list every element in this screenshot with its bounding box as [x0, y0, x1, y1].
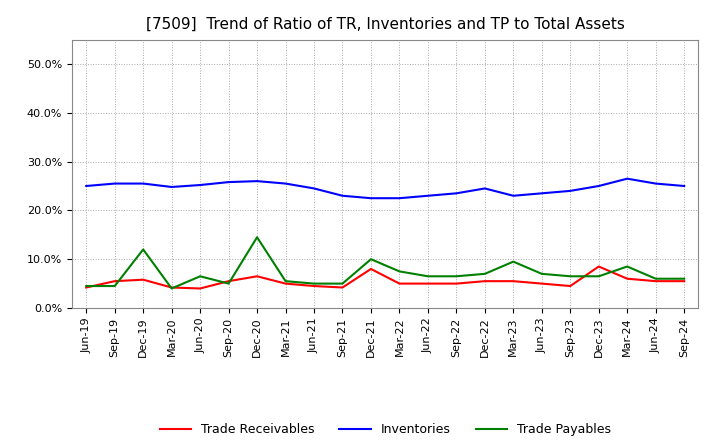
Trade Receivables	[480, 279, 489, 284]
Trade Receivables	[537, 281, 546, 286]
Trade Payables	[110, 283, 119, 289]
Line: Inventories: Inventories	[86, 179, 684, 198]
Trade Payables	[196, 274, 204, 279]
Trade Payables	[595, 274, 603, 279]
Trade Receivables	[110, 279, 119, 284]
Trade Receivables	[338, 285, 347, 290]
Trade Payables	[282, 279, 290, 284]
Trade Receivables	[282, 281, 290, 286]
Trade Payables	[509, 259, 518, 264]
Inventories	[595, 183, 603, 189]
Inventories	[395, 195, 404, 201]
Trade Receivables	[167, 285, 176, 290]
Inventories	[366, 195, 375, 201]
Trade Receivables	[395, 281, 404, 286]
Trade Receivables	[253, 274, 261, 279]
Trade Payables	[167, 286, 176, 291]
Inventories	[225, 180, 233, 185]
Inventories	[110, 181, 119, 186]
Inventories	[338, 193, 347, 198]
Trade Receivables	[509, 279, 518, 284]
Inventories	[480, 186, 489, 191]
Trade Receivables	[652, 279, 660, 284]
Trade Receivables	[196, 286, 204, 291]
Trade Payables	[566, 274, 575, 279]
Inventories	[452, 191, 461, 196]
Trade Payables	[139, 247, 148, 252]
Trade Receivables	[310, 283, 318, 289]
Trade Receivables	[423, 281, 432, 286]
Inventories	[652, 181, 660, 186]
Inventories	[139, 181, 148, 186]
Trade Payables	[310, 281, 318, 286]
Inventories	[566, 188, 575, 194]
Trade Receivables	[452, 281, 461, 286]
Trade Payables	[652, 276, 660, 281]
Trade Payables	[680, 276, 688, 281]
Inventories	[167, 184, 176, 190]
Line: Trade Receivables: Trade Receivables	[86, 267, 684, 289]
Trade Receivables	[225, 279, 233, 284]
Inventories	[196, 183, 204, 188]
Inventories	[423, 193, 432, 198]
Trade Receivables	[82, 285, 91, 290]
Trade Payables	[225, 281, 233, 286]
Legend: Trade Receivables, Inventories, Trade Payables: Trade Receivables, Inventories, Trade Pa…	[155, 418, 616, 440]
Trade Receivables	[366, 266, 375, 271]
Inventories	[509, 193, 518, 198]
Inventories	[310, 186, 318, 191]
Trade Payables	[452, 274, 461, 279]
Trade Payables	[366, 257, 375, 262]
Inventories	[680, 183, 688, 189]
Trade Payables	[623, 264, 631, 269]
Inventories	[537, 191, 546, 196]
Trade Receivables	[139, 277, 148, 282]
Trade Payables	[480, 271, 489, 276]
Trade Receivables	[595, 264, 603, 269]
Trade Receivables	[566, 283, 575, 289]
Trade Payables	[338, 281, 347, 286]
Inventories	[82, 183, 91, 189]
Trade Payables	[395, 269, 404, 274]
Inventories	[282, 181, 290, 186]
Trade Payables	[423, 274, 432, 279]
Inventories	[623, 176, 631, 181]
Trade Receivables	[623, 276, 631, 281]
Trade Payables	[537, 271, 546, 276]
Trade Payables	[82, 283, 91, 289]
Inventories	[253, 179, 261, 184]
Trade Payables	[253, 235, 261, 240]
Trade Receivables	[680, 279, 688, 284]
Title: [7509]  Trend of Ratio of TR, Inventories and TP to Total Assets: [7509] Trend of Ratio of TR, Inventories…	[145, 16, 625, 32]
Line: Trade Payables: Trade Payables	[86, 237, 684, 289]
